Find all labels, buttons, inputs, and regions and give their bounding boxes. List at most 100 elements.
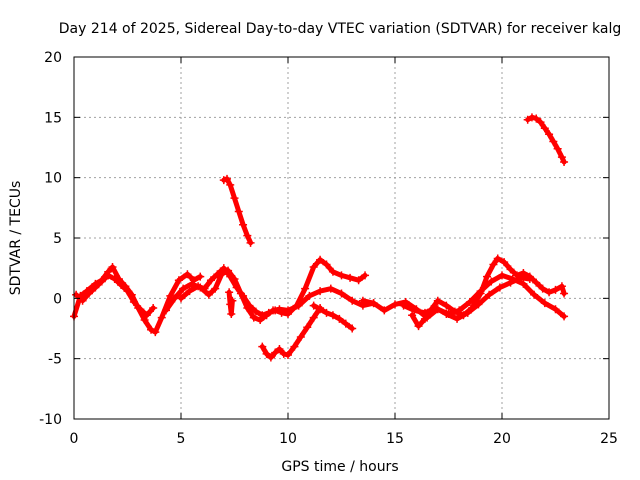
data-point [309,262,318,271]
data-point [97,277,106,286]
data-point [230,275,239,284]
data-point [553,144,562,153]
data-point [236,289,245,298]
data-point [262,311,271,320]
data-point [414,322,423,331]
data-point [249,313,258,322]
data-point [224,266,233,275]
data-point [322,308,331,317]
y-axis-label: SDTVAR / TECUs [8,181,24,296]
data-point [557,153,566,162]
data-point [303,323,312,332]
data-point [316,255,325,264]
data-point [560,157,569,166]
data-point [234,207,243,216]
data-point [136,305,145,314]
data-point [540,124,549,133]
data-point [545,130,554,139]
data-point [549,137,558,146]
data-point [309,301,318,310]
data-point [474,300,483,309]
data-point [532,114,541,123]
series-track-4 [162,266,378,325]
data-point [179,284,188,293]
data-point [84,289,93,298]
data-point [560,312,569,321]
data-point [517,273,526,282]
data-point [346,273,355,282]
data-point [532,278,541,287]
y-tick-label: 15 [44,110,62,126]
data-point [284,351,292,360]
data-point [506,265,515,274]
data-point [187,279,196,288]
x-tick-label: 0 [70,431,79,447]
data-point [266,353,275,362]
data-point [226,180,235,189]
series-trace [259,305,323,360]
data-point [519,279,528,288]
data-point [391,300,399,309]
data-point [162,306,171,315]
data-point [335,314,344,323]
data-point [91,283,100,292]
data-point [483,272,492,281]
series-track-10 [408,254,569,331]
x-tick-label: 15 [386,431,404,447]
data-point [157,313,166,322]
axis-ticks: 0 5 10 15 20 25 -10 -5 0 5 10 15 20 [39,50,618,447]
series-track-2 [72,271,158,320]
series-track-11 [399,273,534,323]
data-point [243,303,252,312]
data-point [239,220,248,229]
data-point [78,296,87,305]
data-point [527,113,536,122]
data-point [354,276,363,285]
y-tick-label: 0 [53,291,62,307]
data-point [545,288,554,297]
data-point [348,324,357,333]
data-point [495,283,504,292]
data-point [284,306,292,315]
data-point [104,271,113,280]
data-point [123,287,132,296]
data-point [275,345,284,354]
data-point [246,238,255,247]
data-point [551,285,560,294]
series-track-8 [309,301,357,333]
data-point [500,258,509,267]
data-point [296,332,305,341]
data-point [506,278,515,287]
series-track-7 [258,303,325,362]
data-point [279,349,288,358]
data-point [337,271,346,280]
data-point [525,275,534,284]
data-point [493,254,502,263]
series-track-5 [219,174,255,247]
data-point [431,303,440,312]
data-point [217,270,226,279]
data-point [536,118,545,127]
data-point [251,307,260,316]
y-tick-label: -5 [48,352,62,368]
data-point [487,277,496,286]
data-point [399,301,408,310]
data-point [369,299,378,308]
x-tick-label: 20 [493,431,511,447]
series-trace [409,256,567,329]
data-point [225,288,234,297]
data-point [380,306,389,315]
data-point [258,342,267,351]
data-point [316,287,325,296]
data-point [290,342,299,351]
y-tick-label: 20 [44,50,62,66]
data-point [166,291,175,300]
data-point [230,194,239,203]
series-track-1 [70,262,205,337]
data-point [485,290,494,299]
x-tick-label: 10 [279,431,297,447]
data-point [117,281,126,290]
data-point [269,306,278,315]
data-point [489,260,498,269]
data-point [196,283,205,292]
